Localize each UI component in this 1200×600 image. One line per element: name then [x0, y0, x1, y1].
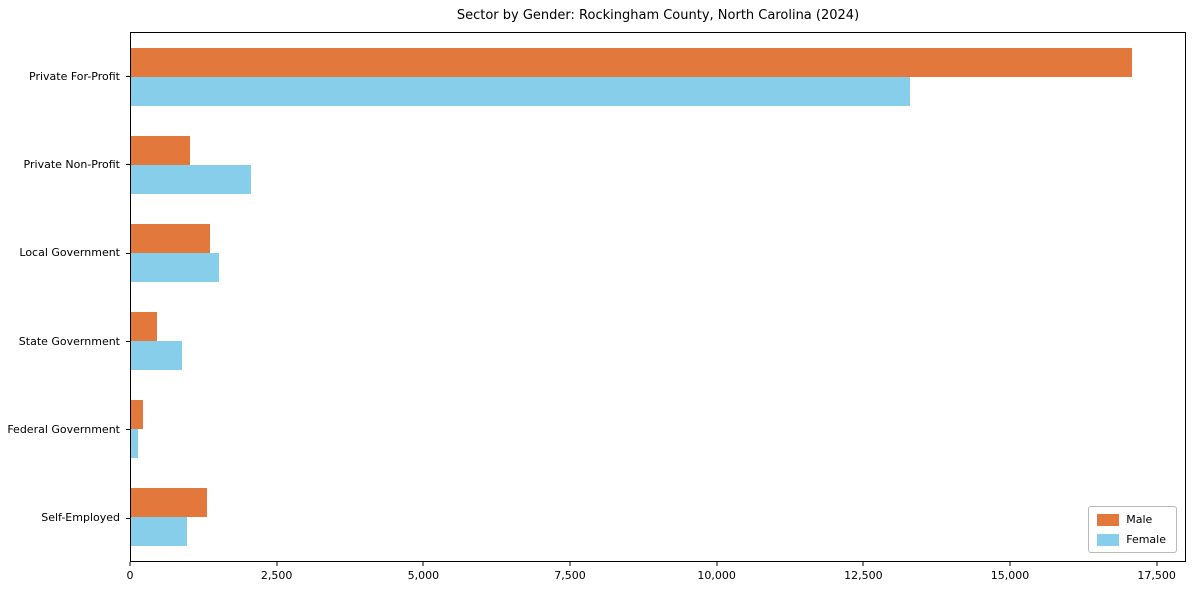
legend-label-female: Female	[1126, 533, 1166, 546]
y-tick-mark	[126, 164, 130, 166]
legend-swatch-female	[1097, 533, 1120, 546]
x-tick-mark	[422, 562, 424, 566]
y-category-label-2: Local Government	[0, 209, 130, 297]
chart-title: Sector by Gender: Rockingham County, Nor…	[456, 8, 860, 23]
y-category-label-text: Local Government	[19, 246, 120, 260]
x-tick-mark	[129, 562, 131, 566]
y-tick-mark	[126, 429, 130, 431]
x-tick-label: 10,000	[697, 569, 736, 582]
bar-group-0	[131, 33, 1185, 121]
y-category-label-3: State Government	[0, 297, 130, 385]
x-tick-mark	[276, 562, 278, 566]
bar-female-2	[131, 253, 219, 282]
bar-group-2	[131, 209, 1185, 297]
bar-male-3	[131, 312, 158, 341]
x-tick-label: 2,500	[260, 569, 293, 582]
x-tick-label: 17,500	[1137, 569, 1176, 582]
x-tick-mark	[862, 562, 864, 566]
x-tick-label: 15,000	[990, 569, 1030, 582]
y-category-label-1: Private Non-Profit	[0, 120, 130, 208]
y-category-label-text: Federal Government	[7, 422, 120, 436]
bar-female-5	[131, 517, 187, 546]
x-tick-mark	[569, 562, 571, 566]
bar-group-3	[131, 297, 1185, 385]
y-category-label-text: Private Non-Profit	[23, 157, 120, 171]
legend-item-male: Male	[1097, 513, 1166, 526]
bar-male-4	[131, 400, 143, 429]
y-category-label-4: Federal Government	[0, 385, 130, 473]
y-category-label-0: Private For-Profit	[0, 32, 130, 120]
bar-male-5	[131, 488, 208, 517]
y-axis: Private For-Profit Private Non-Profit Loca…	[0, 32, 130, 562]
legend-item-female: Female	[1097, 533, 1166, 546]
bar-male-1	[131, 136, 190, 165]
bar-rows	[131, 33, 1185, 561]
legend: Male Female	[1088, 506, 1177, 553]
y-tick-mark	[126, 76, 130, 78]
x-tick-label: 7,500	[554, 569, 586, 582]
bar-group-5	[131, 473, 1185, 561]
bar-group-1	[131, 121, 1185, 209]
plot-area: Male Female	[130, 32, 1186, 562]
x-tick-label: 12,500	[844, 569, 883, 582]
x-tick-mark	[716, 562, 718, 566]
bar-female-1	[131, 165, 252, 194]
bar-female-0	[131, 77, 910, 106]
x-tick-label: 5,000	[407, 569, 440, 582]
y-category-label-text: Self-Employed	[41, 511, 120, 525]
bar-female-3	[131, 341, 182, 370]
x-tick-mark	[1156, 562, 1158, 566]
bar-group-4	[131, 385, 1185, 473]
y-tick-mark	[126, 252, 130, 254]
x-tick-mark	[1009, 562, 1011, 566]
legend-label-male: Male	[1126, 513, 1153, 526]
bar-male-0	[131, 48, 1133, 77]
x-axis: 0 2,500 5,000 7,500 10,000 12,500 15,000 17,500	[126, 562, 1186, 592]
y-category-label-text: State Government	[18, 334, 120, 348]
legend-swatch-male	[1097, 513, 1120, 526]
y-category-label-text: Private For-Profit	[29, 69, 120, 83]
bar-male-2	[131, 224, 211, 253]
y-category-label-5: Self-Employed	[0, 474, 130, 562]
x-tick-label: 0	[126, 569, 134, 582]
y-tick-mark	[126, 517, 130, 519]
bar-female-4	[131, 429, 139, 458]
y-tick-mark	[126, 341, 130, 343]
